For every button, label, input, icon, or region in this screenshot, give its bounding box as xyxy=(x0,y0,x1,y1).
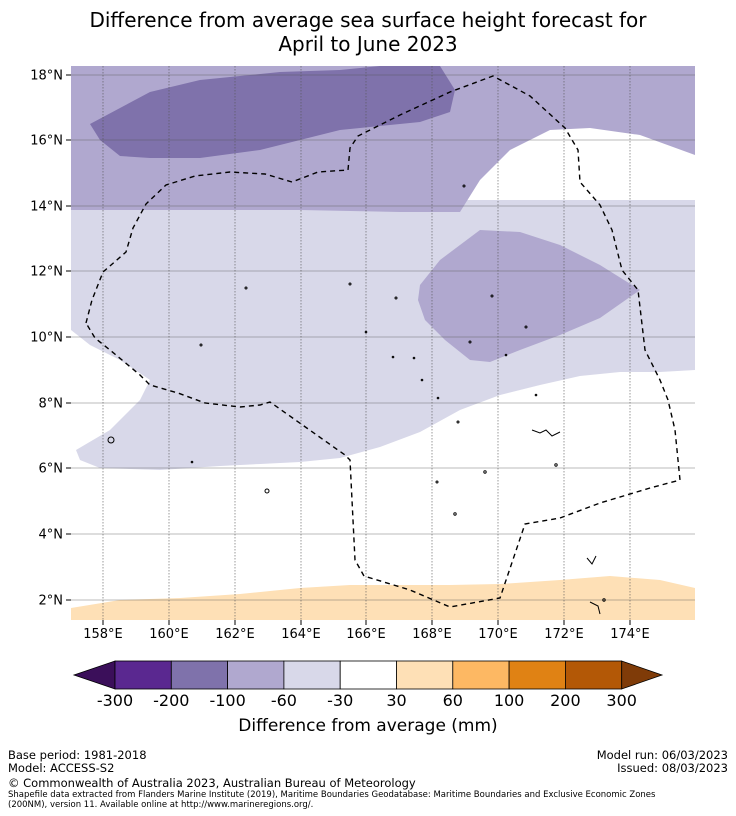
footer-right: Model run: 06/03/2023 Issued: 08/03/2023 xyxy=(597,749,728,775)
lon-label: 162°E xyxy=(215,627,255,642)
title-line-2: April to June 2023 xyxy=(278,32,458,56)
map-plot-area xyxy=(71,66,695,620)
lat-label: 12°N xyxy=(30,265,63,280)
lon-label: 174°E xyxy=(610,627,650,642)
colorbar-tick-labels: -300 -200 -100 -60 -30 30 60 100 200 300 xyxy=(97,691,637,710)
colorbar-tick: 300 xyxy=(606,691,637,710)
colorbar xyxy=(72,660,664,690)
lon-label: 172°E xyxy=(544,627,584,642)
eez-boundary xyxy=(85,75,681,608)
lat-label: 6°N xyxy=(39,462,64,477)
colorbar-extend-low xyxy=(72,660,116,690)
lat-label: 8°N xyxy=(39,397,64,412)
gridlines xyxy=(71,66,695,620)
lat-label: 4°N xyxy=(39,528,64,543)
colorbar-segment xyxy=(283,660,341,690)
contour-minus200-minus100 xyxy=(90,66,455,158)
colorbar-segment xyxy=(227,660,285,690)
lat-label: 16°N xyxy=(30,134,63,149)
lon-label: 170°E xyxy=(478,627,518,642)
colorbar-segment xyxy=(508,660,566,690)
latitude-labels: 18°N 16°N 14°N 12°N 10°N 8°N 6°N 4°N 2°N xyxy=(30,69,71,609)
colorbar-extend-high xyxy=(621,660,664,690)
base-period: Base period: 1981-2018 xyxy=(8,748,147,762)
lat-label: 10°N xyxy=(30,331,63,346)
colorbar-segment xyxy=(396,660,454,690)
contour-30-60-south xyxy=(71,576,695,620)
colorbar-tick: 100 xyxy=(494,691,525,710)
islands xyxy=(107,184,606,615)
colorbar-segment xyxy=(114,660,172,690)
colorbar-segment xyxy=(339,660,397,690)
colorbar-tick: -300 xyxy=(97,691,133,710)
copyright: © Commonwealth of Australia 2023, Austra… xyxy=(8,776,416,790)
model-name: Model: ACCESS-S2 xyxy=(8,761,115,775)
title-line-1: Difference from average sea surface heig… xyxy=(89,8,647,32)
data-source-line-2: (200NM), version 11. Available online at… xyxy=(8,800,314,810)
chart-title: Difference from average sea surface heig… xyxy=(0,8,736,56)
data-source: Shapefile data extracted from Flanders M… xyxy=(8,790,728,810)
colorbar-segment xyxy=(565,660,623,690)
colorbar-tick: -60 xyxy=(271,691,297,710)
colorbar-segment xyxy=(452,660,510,690)
lat-label: 2°N xyxy=(39,594,64,609)
colorbar-tick: 200 xyxy=(550,691,581,710)
model-run: Model run: 06/03/2023 xyxy=(596,748,728,762)
longitude-labels: 158°E 160°E 162°E 164°E 166°E 168°E 170°E 172°E… xyxy=(83,620,650,642)
lon-label: 160°E xyxy=(149,627,189,642)
colorbar-tick: 60 xyxy=(443,691,463,710)
lon-label: 168°E xyxy=(412,627,452,642)
colorbar-tick: 30 xyxy=(386,691,406,710)
contour-minus100-minus60-east xyxy=(418,230,640,362)
colorbar-tick: -200 xyxy=(153,691,189,710)
lat-label: 14°N xyxy=(30,200,63,215)
lon-label: 164°E xyxy=(281,627,321,642)
issued-date: Issued: 08/03/2023 xyxy=(617,761,728,775)
footer-left: Base period: 1981-2018 Model: ACCESS-S2 xyxy=(8,749,147,775)
lon-label: 158°E xyxy=(83,627,123,642)
colorbar-tick: -100 xyxy=(209,691,245,710)
data-source-line-1: Shapefile data extracted from Flanders M… xyxy=(8,790,656,800)
lon-label: 166°E xyxy=(346,627,386,642)
colorbar-segment xyxy=(170,660,229,690)
colorbar-tick: -30 xyxy=(327,691,353,710)
colorbar-label: Difference from average (mm) xyxy=(238,716,498,736)
lat-label: 18°N xyxy=(30,69,63,84)
